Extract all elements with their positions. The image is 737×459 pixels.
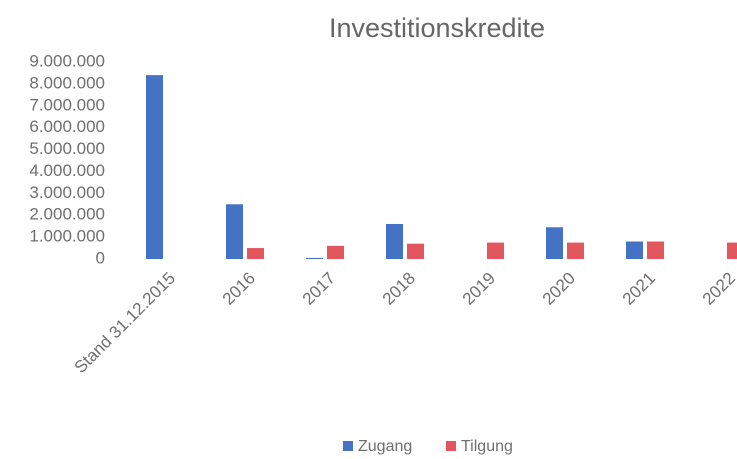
bar <box>306 257 323 259</box>
bar <box>546 227 563 259</box>
y-tick-label: 2.000.000 <box>29 205 105 224</box>
x-tick-label: 2019 <box>459 269 499 309</box>
y-tick-label: 3.000.000 <box>29 183 105 202</box>
x-tick-label: 2016 <box>219 269 259 309</box>
chart-title: Investitionskredite <box>329 13 545 43</box>
y-tick-label: 5.000.000 <box>29 139 105 158</box>
legend-swatch <box>446 441 456 451</box>
bar <box>567 242 584 259</box>
bar <box>626 241 643 259</box>
legend-label: Tilgung <box>461 438 513 455</box>
legend-swatch <box>343 441 353 451</box>
bar <box>226 204 243 259</box>
x-tick-label: 2018 <box>379 269 419 309</box>
x-tick-label: 2017 <box>299 269 339 309</box>
bar <box>247 248 264 259</box>
legend-label: Zugang <box>358 438 412 455</box>
y-tick-label: 9.000.000 <box>29 51 105 70</box>
x-tick-label: 2022 <box>699 269 737 309</box>
x-tick-label: 2020 <box>539 269 579 309</box>
bar <box>647 241 664 259</box>
bar <box>407 243 424 259</box>
x-tick-label: 2021 <box>619 269 659 309</box>
bar <box>487 242 504 259</box>
bar <box>386 223 403 259</box>
y-tick-label: 8.000.000 <box>29 73 105 92</box>
bar <box>727 242 737 259</box>
y-tick-label: 1.000.000 <box>29 227 105 246</box>
y-tick-label: 0 <box>96 248 105 267</box>
y-tick-label: 7.000.000 <box>29 95 105 114</box>
y-tick-label: 6.000.000 <box>29 117 105 136</box>
x-tick-label: Stand 31.12.2015 <box>71 269 179 377</box>
y-tick-label: 4.000.000 <box>29 161 105 180</box>
bar <box>146 75 163 259</box>
bar <box>327 245 344 259</box>
